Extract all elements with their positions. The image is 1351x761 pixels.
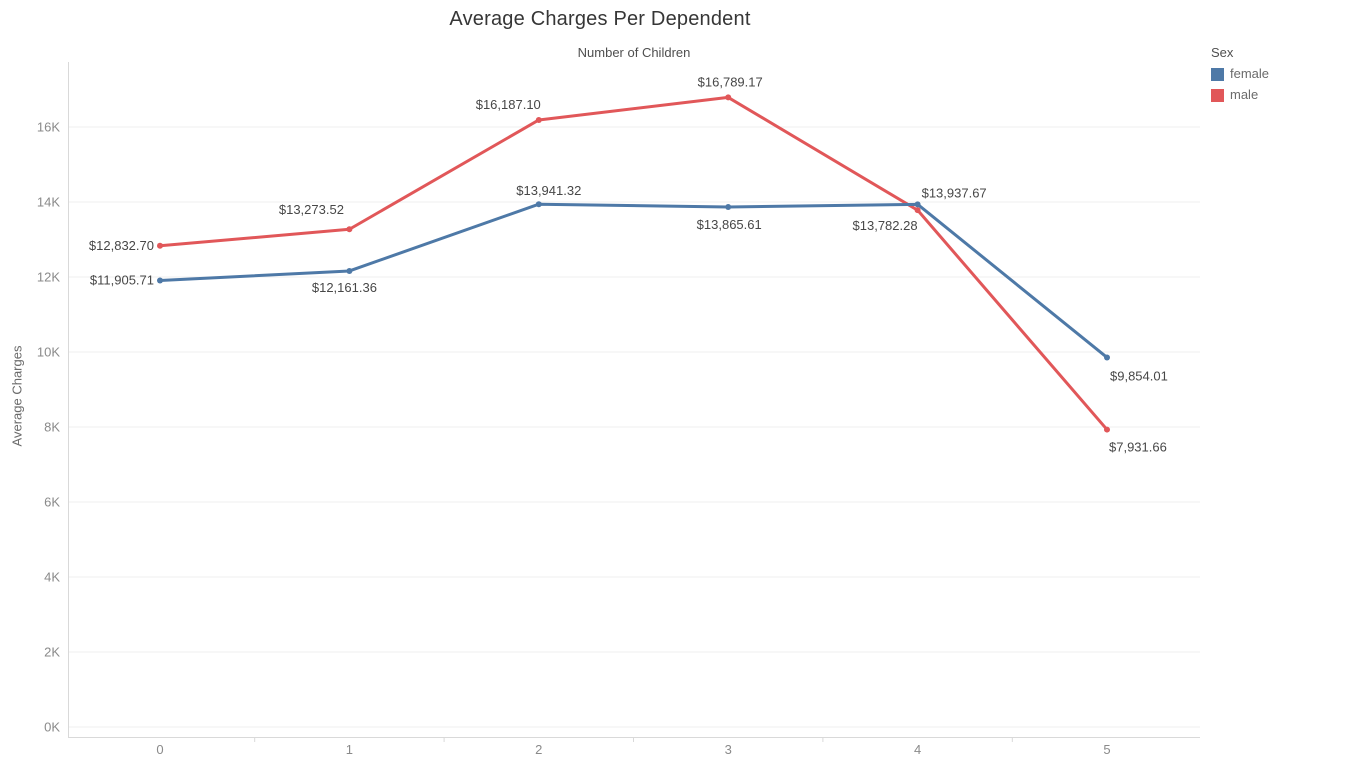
x-tick-label: 5 — [1103, 742, 1110, 757]
data-label-male-5: $7,931.66 — [1109, 440, 1167, 455]
data-label-male-0: $12,832.70 — [89, 238, 154, 253]
point-male-3[interactable] — [725, 94, 732, 101]
y-tick-label: 4K — [44, 570, 60, 585]
data-label-female-0: $11,905.71 — [90, 273, 154, 288]
x-axis-title: Number of Children — [577, 45, 691, 60]
y-tick-label: 12K — [37, 270, 60, 285]
y-tick-label: 16K — [37, 120, 60, 135]
x-tick-label: 2 — [535, 742, 542, 757]
point-female-1[interactable] — [346, 267, 353, 274]
data-label-male-2: $16,187.10 — [476, 97, 541, 112]
legend: Sex female male — [1211, 45, 1269, 108]
legend-label: male — [1230, 87, 1259, 102]
point-male-2[interactable] — [535, 116, 542, 123]
x-tick-label: 3 — [725, 742, 732, 757]
y-tick-label: 0K — [44, 720, 60, 735]
x-tick-label: 4 — [914, 742, 921, 757]
point-male-5[interactable] — [1104, 426, 1110, 433]
data-label-female-3: $13,865.61 — [697, 217, 762, 232]
point-male-0[interactable] — [157, 242, 163, 249]
point-female-0[interactable] — [157, 277, 163, 284]
data-label-female-4: $13,937.67 — [922, 185, 987, 200]
line-male[interactable] — [158, 95, 1109, 432]
data-label-male-4: $13,782.28 — [853, 218, 918, 233]
data-label-female-1: $12,161.36 — [312, 280, 377, 295]
data-label-female-2: $13,941.32 — [516, 183, 581, 198]
x-tick-label: 0 — [156, 742, 163, 757]
data-label-male-3: $16,789.17 — [698, 74, 763, 89]
data-label-female-5: $9,854.01 — [1110, 368, 1168, 383]
point-female-4[interactable] — [914, 201, 921, 208]
x-tick-label: 1 — [346, 742, 353, 757]
y-tick-label: 14K — [37, 195, 60, 210]
y-tick-label: 6K — [44, 495, 60, 510]
legend-swatch-female — [1211, 67, 1224, 81]
legend-item-female[interactable]: female — [1211, 66, 1269, 82]
legend-label: female — [1230, 66, 1270, 81]
y-tick-label: 10K — [37, 345, 60, 360]
y-tick-label: 8K — [44, 420, 60, 435]
point-female-2[interactable] — [535, 201, 542, 208]
point-male-4[interactable] — [914, 207, 921, 214]
point-female-3[interactable] — [725, 204, 732, 211]
legend-swatch-male — [1211, 88, 1224, 102]
point-female-5[interactable] — [1104, 354, 1110, 361]
y-tick-label: 2K — [44, 645, 60, 660]
legend-item-male[interactable]: male — [1211, 87, 1269, 103]
line-female[interactable] — [158, 202, 1109, 359]
point-male-1[interactable] — [346, 226, 353, 233]
chart-title: Average Charges Per Dependent — [449, 8, 751, 30]
legend-items: female male — [1211, 66, 1269, 103]
legend-title: Sex — [1211, 45, 1234, 60]
data-label-male-1: $13,273.52 — [279, 202, 344, 217]
